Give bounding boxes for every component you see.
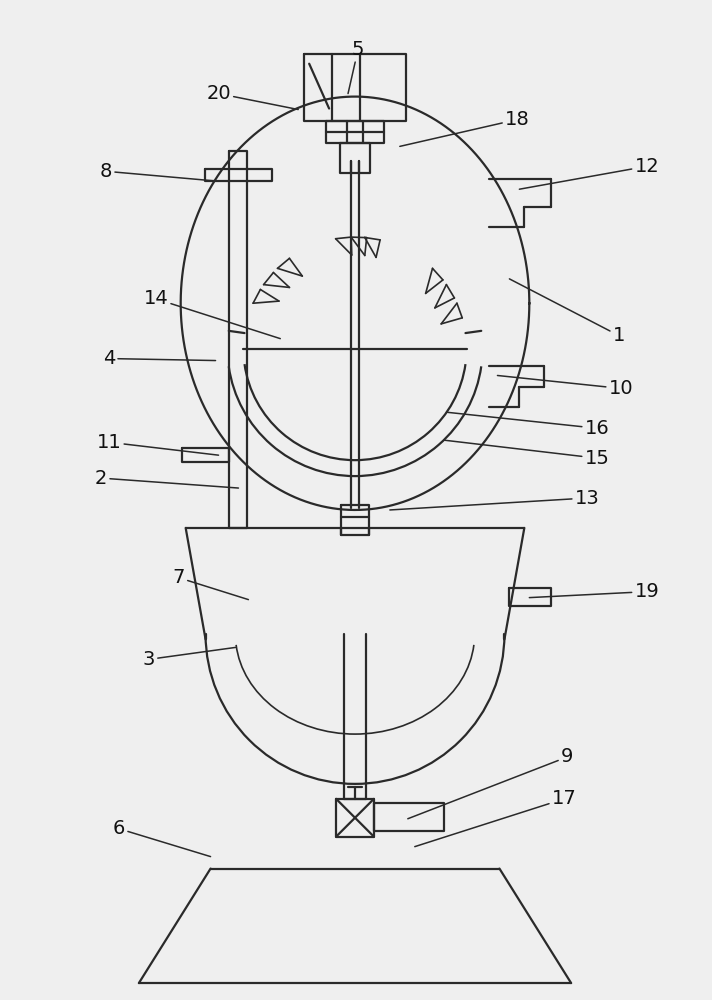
Text: 10: 10	[498, 375, 633, 398]
Text: 16: 16	[448, 412, 609, 438]
Text: 15: 15	[445, 440, 609, 468]
Text: 20: 20	[206, 84, 298, 110]
Text: 6: 6	[112, 819, 211, 857]
Text: 7: 7	[172, 568, 248, 600]
Text: 18: 18	[400, 110, 530, 146]
Text: 17: 17	[415, 789, 577, 847]
Text: 9: 9	[408, 747, 573, 819]
Text: 14: 14	[143, 289, 281, 339]
Text: 11: 11	[97, 433, 219, 455]
Text: 3: 3	[142, 647, 236, 669]
Text: 13: 13	[390, 489, 600, 510]
Text: 5: 5	[348, 40, 365, 94]
Text: 8: 8	[100, 162, 219, 181]
Text: 12: 12	[519, 157, 659, 189]
Text: 4: 4	[103, 349, 216, 368]
Text: 2: 2	[95, 469, 239, 488]
Text: 19: 19	[529, 582, 659, 601]
Text: 1: 1	[509, 279, 625, 345]
